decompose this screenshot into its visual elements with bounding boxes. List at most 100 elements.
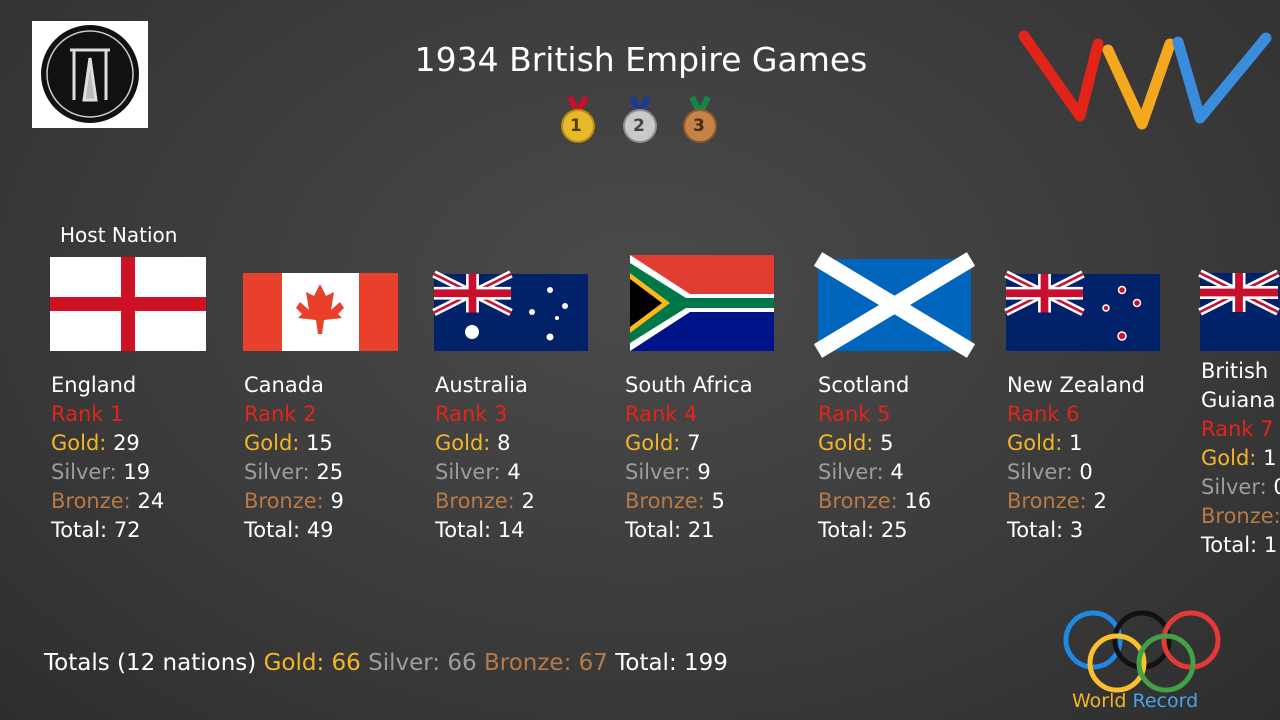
nation-name: South Africa	[625, 373, 753, 397]
nation-name: British Guiana	[1201, 359, 1276, 412]
rank: Rank 3	[435, 402, 508, 426]
silver-count: 4	[507, 460, 521, 484]
gold-row: Gold: 1	[1007, 429, 1145, 458]
bronze-label: Bronze:	[244, 489, 324, 513]
brand-chevrons	[1018, 30, 1272, 130]
total-label: Total:	[1007, 518, 1064, 542]
silver-row: Silver: 19	[51, 458, 164, 487]
flag-new-zealand	[1006, 274, 1160, 351]
medal-label: 1	[570, 116, 582, 136]
silver-count: 0	[1273, 475, 1280, 499]
logo-word: Record	[1132, 690, 1199, 712]
medal-label: 2	[633, 116, 645, 136]
rank: Rank 2	[244, 402, 317, 426]
silver-label: Silver:	[51, 460, 117, 484]
silver-count: 9	[697, 460, 711, 484]
bronze-count: 2	[1093, 489, 1107, 513]
bronze-label: Bronze:	[625, 489, 705, 513]
gold-count: 29	[113, 431, 140, 455]
gold-row: Gold: 8	[435, 429, 535, 458]
gold-count: 5	[880, 431, 894, 455]
flag-australia	[434, 274, 588, 351]
gold-row: Gold: 5	[818, 429, 931, 458]
total-count: 14	[497, 518, 525, 542]
total-label: Total:	[1201, 533, 1258, 557]
silver-row: Silver: 4	[435, 458, 535, 487]
silver-label: Silver:	[368, 650, 441, 676]
rank: Rank 5	[818, 402, 891, 426]
total-row: Total: 21	[625, 516, 753, 545]
total-count: 72	[113, 518, 141, 542]
flag-canada	[243, 273, 398, 351]
bronze-count: 24	[137, 489, 165, 513]
gold-row: Gold: 29	[51, 429, 164, 458]
flag-south-africa	[630, 255, 774, 351]
bronze-row: Bronze: 0	[1201, 502, 1280, 531]
total-label: Total:	[615, 650, 677, 676]
gold-total: 66	[331, 650, 361, 676]
silver-count: 25	[316, 460, 344, 484]
nation-column: Australia Rank 3 Gold: 8 Silver: 4 Bronze: 2…	[435, 371, 535, 545]
silver-label: Silver:	[244, 460, 310, 484]
gold-row: Gold: 15	[244, 429, 344, 458]
bronze-label: Bronze:	[483, 650, 572, 676]
games-logo	[32, 21, 148, 128]
bronze-count: 2	[521, 489, 535, 513]
flag-england	[50, 257, 206, 351]
logo-word: World	[1072, 690, 1127, 712]
total-row: Total: 25	[818, 516, 931, 545]
silver-row: Silver: 25	[244, 458, 344, 487]
silver-label: Silver:	[1201, 475, 1267, 499]
silver-row: Silver: 4	[818, 458, 931, 487]
bronze-total: 67	[578, 650, 608, 676]
silver-row: Silver: 0	[1007, 458, 1145, 487]
bronze-row: Bronze: 2	[435, 487, 535, 516]
footer-title: Totals (12 nations)	[44, 650, 257, 676]
flag-scotland	[813, 252, 976, 358]
silver-label: Silver:	[818, 460, 884, 484]
gold-label: Gold:	[1007, 431, 1063, 455]
gold-count: 1	[1263, 446, 1277, 470]
nation-column: South Africa Rank 4 Gold: 7 Silver: 9 Bronze…	[625, 371, 753, 545]
logo-text: World Record	[1072, 690, 1198, 712]
medal-label: 3	[693, 116, 705, 136]
nation-name: England	[51, 373, 137, 397]
gold-count: 15	[306, 431, 333, 455]
olympic-rings	[1063, 610, 1221, 693]
bronze-row: Bronze: 2	[1007, 487, 1145, 516]
silver-count: 19	[123, 460, 151, 484]
gold-count: 8	[497, 431, 511, 455]
silver-row: Silver: 0	[1201, 473, 1280, 502]
grand-total: 199	[684, 650, 728, 676]
bronze-label: Bronze:	[435, 489, 515, 513]
total-row: Total: 1	[1201, 531, 1280, 560]
total-row: Total: 3	[1007, 516, 1145, 545]
silver-total: 66	[447, 650, 477, 676]
bronze-row: Bronze: 16	[818, 487, 931, 516]
gold-label: Gold:	[625, 431, 681, 455]
silver-count: 4	[890, 460, 904, 484]
total-row: Total: 49	[244, 516, 344, 545]
total-row: Total: 72	[51, 516, 164, 545]
total-count: 25	[880, 518, 908, 542]
bronze-count: 16	[904, 489, 932, 513]
bronze-label: Bronze:	[1007, 489, 1087, 513]
gold-label: Gold:	[818, 431, 874, 455]
total-label: Total:	[818, 518, 875, 542]
bronze-row: Bronze: 24	[51, 487, 164, 516]
bronze-count: 5	[711, 489, 725, 513]
bronze-count: 9	[330, 489, 344, 513]
silver-row: Silver: 9	[625, 458, 753, 487]
total-label: Total:	[51, 518, 108, 542]
total-label: Total:	[435, 518, 492, 542]
gold-label: Gold:	[1201, 446, 1257, 470]
gold-count: 7	[687, 431, 701, 455]
medals	[561, 95, 717, 143]
silver-label: Silver:	[435, 460, 501, 484]
rank: Rank 6	[1007, 402, 1080, 426]
total-label: Total:	[625, 518, 682, 542]
